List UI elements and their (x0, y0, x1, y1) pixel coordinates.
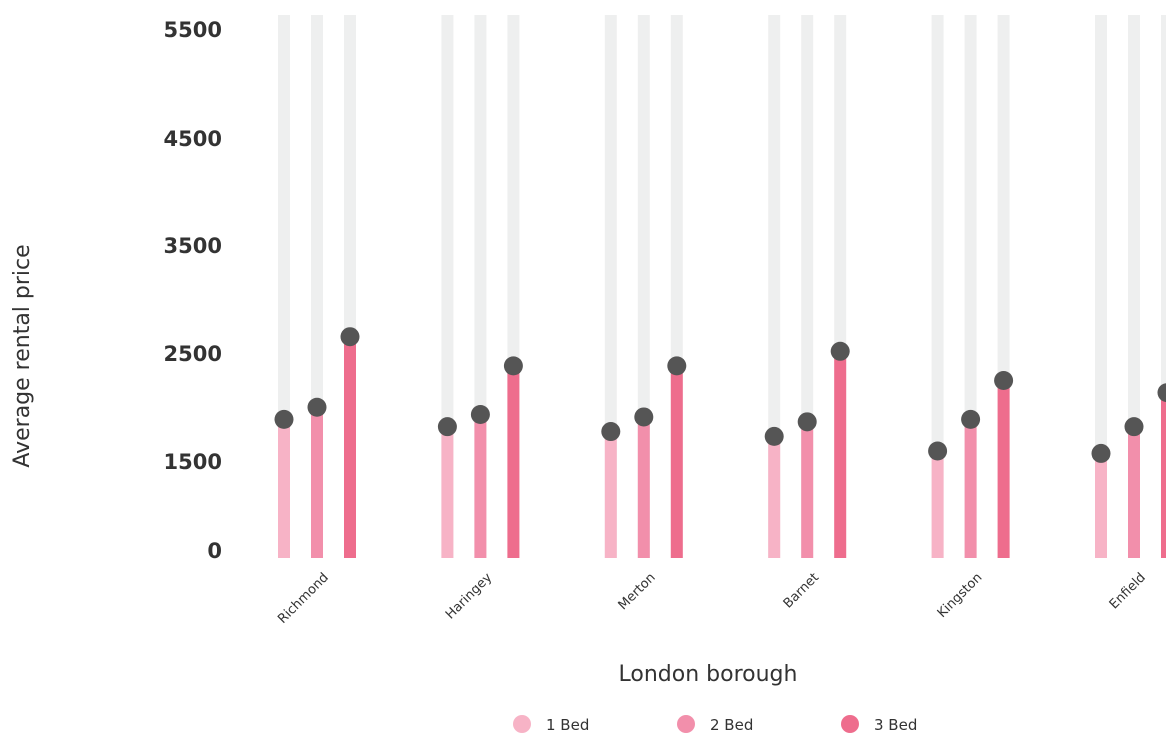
background-track (1161, 15, 1166, 558)
lollipop-marker (1157, 383, 1166, 403)
lollipop-marker (830, 341, 850, 361)
lollipop-marker (307, 397, 327, 417)
lollipop-stem (604, 431, 617, 558)
legend-swatch (513, 715, 531, 733)
legend: 1 Bed 2 Bed 3 Bed (513, 715, 917, 734)
lollipop-stem (1128, 426, 1140, 558)
x-tick-label: Kingston (935, 570, 986, 621)
lollipop-marker (1091, 443, 1111, 463)
x-tick-label: Richmond (275, 570, 332, 627)
legend-swatch (841, 715, 859, 733)
background-track (1095, 15, 1107, 558)
lollipop-stem (474, 414, 487, 558)
lollipop-stems (278, 336, 1166, 558)
background-tracks (278, 15, 1166, 558)
x-tick-label: Merton (616, 570, 659, 613)
lollipop-marker (437, 417, 457, 437)
lollipop-marker (994, 370, 1014, 390)
lollipop-stem (964, 419, 977, 558)
x-tick-label: Haringey (443, 570, 495, 622)
lollipop-stem (278, 419, 290, 558)
lollipop-stem (311, 407, 323, 558)
lollipop-marker (667, 356, 687, 376)
y-tick-label: 2500 (164, 342, 222, 366)
y-tick-label: 3500 (164, 234, 222, 258)
legend-label: 2 Bed (710, 716, 753, 734)
y-tick-label: 0 (207, 539, 222, 563)
background-track (768, 15, 781, 558)
lollipop-marker (928, 441, 948, 461)
y-tick-label: 4500 (164, 127, 222, 151)
x-tick-label: Barnet (781, 570, 822, 611)
lollipop-markers (274, 327, 1166, 463)
legend-label: 1 Bed (546, 716, 589, 734)
lollipop-marker (503, 356, 523, 376)
legend-swatch (677, 715, 695, 733)
legend-label: 3 Bed (874, 716, 917, 734)
lollipop-stem (801, 421, 814, 558)
lollipop-stem (344, 336, 356, 558)
lollipop-stem (931, 451, 944, 558)
lollipop-marker (274, 409, 294, 429)
lollipop-marker (470, 405, 490, 425)
background-track (931, 15, 944, 558)
lollipop-marker (1124, 417, 1144, 437)
lollipop-stem (834, 351, 847, 558)
lollipop-stem (1161, 392, 1166, 558)
lollipop-marker (797, 412, 817, 432)
y-axis-ticks: 0 1500 2500 3500 4500 5500 (164, 18, 222, 563)
lollipop-marker (634, 407, 654, 427)
y-tick-label: 5500 (164, 18, 222, 42)
lollipop-marker (601, 422, 621, 442)
x-axis-title: London borough (619, 662, 798, 687)
y-tick-label: 1500 (164, 450, 222, 474)
y-axis-title: Average rental price (10, 244, 35, 467)
lollipop-marker (961, 409, 981, 429)
lollipop-stem (441, 426, 454, 558)
lollipop-stem (670, 365, 683, 558)
lollipop-stem (768, 436, 781, 558)
x-axis-ticks: Richmond Haringey Merton Barnet Kingston Enfi… (275, 570, 1149, 627)
lollipop-marker (340, 327, 360, 347)
lollipop-marker (764, 426, 784, 446)
x-tick-label: Enfield (1107, 570, 1149, 612)
lollipop-stem (997, 380, 1010, 558)
lollipop-stem (507, 365, 520, 558)
background-track (604, 15, 617, 558)
lollipop-stem (1095, 453, 1107, 558)
lollipop-stem (637, 416, 650, 558)
